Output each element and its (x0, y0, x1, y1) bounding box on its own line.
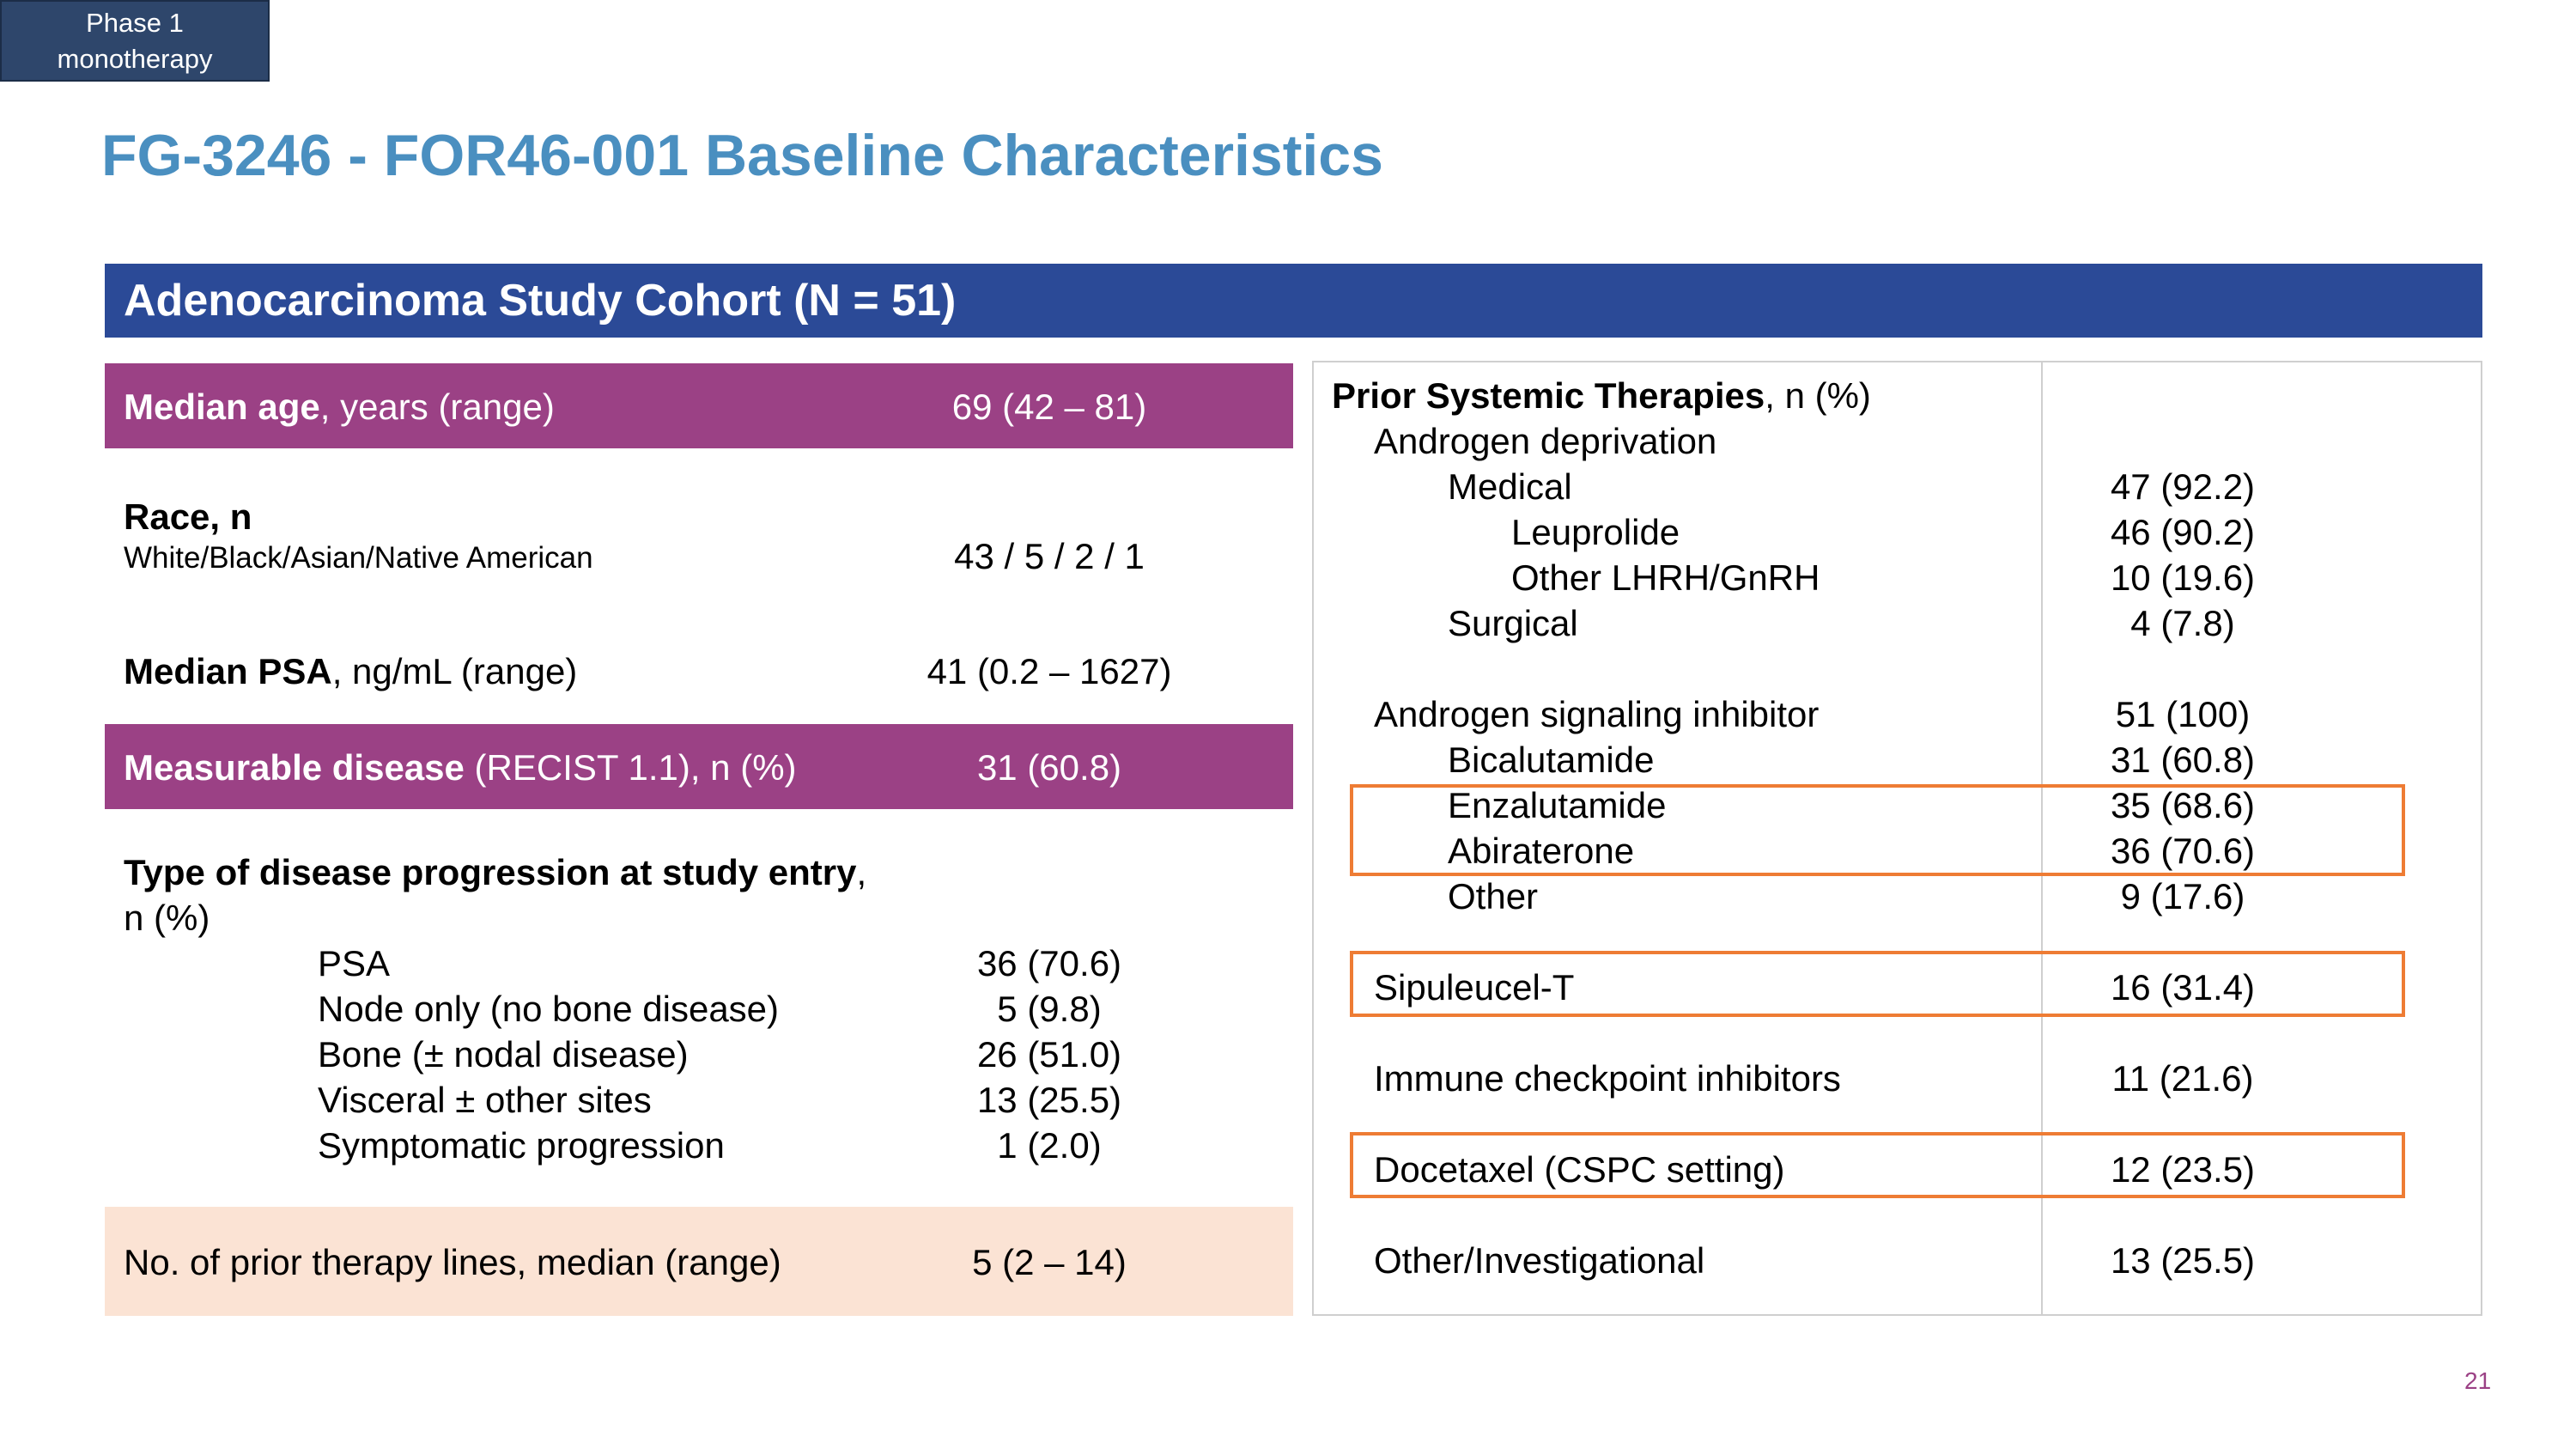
prior-lines-label: No. of prior therapy lines, median (rang… (124, 1242, 781, 1282)
median-age-value: 69 (42 – 81) (951, 387, 1147, 427)
prior-therapies-header: Prior Systemic Therapies, n (%) (1332, 375, 1871, 416)
therapy-value: 47 (92.2) (2110, 466, 2256, 507)
prior-lines-value: 5 (2 – 14) (972, 1242, 1127, 1282)
phase-tag-line-1: Phase 1 (86, 7, 184, 38)
progression-section: Type of disease progression at study ent… (105, 846, 1293, 1172)
prior-therapies-table (1312, 361, 2482, 1316)
therapy-label: Androgen signaling inhibitor (1374, 694, 1820, 734)
therapy-value: 11 (21.6) (2111, 1058, 2254, 1099)
highlight-box-enzalutamide-abiraterone (1350, 784, 2405, 876)
progression-item-value: 13 (25.5) (976, 1080, 1122, 1120)
slide-title: FG-3246 - FOR46-001 Baseline Characteris… (101, 123, 1383, 188)
median-psa-row: Median PSA, ng/mL (range) 41 (0.2 – 1627… (105, 648, 1293, 700)
progression-item-label: Bone (± nodal disease) (318, 1034, 689, 1075)
therapy-value: 51 (100) (2115, 694, 2251, 734)
progression-item-label: Node only (no bone disease) (318, 989, 780, 1029)
therapy-value: 46 (90.2) (2110, 512, 2256, 552)
progression-item-value: 36 (70.6) (976, 943, 1122, 983)
progression-item-label: Visceral ± other sites (318, 1080, 652, 1120)
therapy-label: Sipuleucel-T (1374, 967, 1575, 1008)
median-age-row: Median age, years (range) 69 (42 – 81) (105, 363, 1293, 448)
progression-label-line2: n (%) (124, 898, 210, 938)
therapy-label: Other (1448, 876, 1539, 916)
median-psa-label: Median PSA, ng/mL (range) (124, 651, 578, 691)
therapy-label: Immune checkpoint inhibitors (1374, 1058, 1841, 1099)
therapy-label: Other LHRH/GnRH (1511, 557, 1820, 598)
therapy-label: Medical (1448, 466, 1572, 507)
therapy-label: Other/Investigational (1374, 1240, 1705, 1281)
therapy-label: Enzalutamide (1448, 785, 1667, 825)
therapy-value: 4 (7.8) (2130, 603, 2235, 643)
median-age-label: Median age, years (range) (124, 387, 555, 427)
progression-item-value: 5 (9.8) (997, 989, 1102, 1029)
therapy-value: 31 (60.8) (2110, 740, 2256, 780)
therapy-label: Bicalutamide (1448, 740, 1655, 780)
highlight-box-sipuleucel (1350, 951, 2405, 1017)
therapy-value: 13 (25.5) (2110, 1240, 2256, 1281)
progression-label: Type of disease progression at study ent… (124, 852, 867, 892)
column-divider (2041, 362, 2043, 1314)
race-row: Race, n White/Black/Asian/Native America… (105, 481, 1293, 584)
progression-item-label: Symptomatic progression (318, 1125, 725, 1166)
therapy-label: Androgen deprivation (1374, 421, 1717, 461)
progression-item-label: PSA (318, 943, 391, 983)
median-psa-value: 41 (0.2 – 1627) (927, 651, 1172, 691)
race-value: 43 / 5 / 2 / 1 (954, 536, 1145, 576)
measurable-disease-value: 31 (60.8) (976, 747, 1122, 788)
therapy-label: Docetaxel (CSPC setting) (1374, 1149, 1785, 1190)
therapy-value: 36 (70.6) (2110, 831, 2256, 871)
phase-tag-line-2: monotherapy (57, 43, 213, 74)
therapy-value: 12 (23.5) (2110, 1149, 2256, 1190)
race-sublabel: White/Black/Asian/Native American (124, 541, 593, 575)
therapy-value: 9 (17.6) (2120, 876, 2245, 916)
highlight-box-docetaxel (1350, 1132, 2405, 1198)
therapy-label: Leuprolide (1511, 512, 1680, 552)
therapy-value: 35 (68.6) (2110, 785, 2256, 825)
therapy-value: 16 (31.4) (2110, 967, 2256, 1008)
therapy-label: Surgical (1448, 603, 1578, 643)
progression-item-value: 1 (2.0) (997, 1125, 1102, 1166)
therapy-label: Abiraterone (1448, 831, 1635, 871)
phase-tag: Phase 1 monotherapy (0, 0, 270, 82)
measurable-disease-label: Measurable disease (RECIST 1.1), n (%) (124, 747, 797, 788)
prior-lines-row: No. of prior therapy lines, median (rang… (105, 1207, 1293, 1316)
cohort-header: Adenocarcinoma Study Cohort (N = 51) (105, 264, 2482, 338)
race-label: Race, n (124, 496, 252, 537)
therapy-value: 10 (19.6) (2110, 557, 2256, 598)
measurable-disease-row: Measurable disease (RECIST 1.1), n (%) 3… (105, 724, 1293, 809)
progression-item-value: 26 (51.0) (976, 1034, 1122, 1075)
page-number: 21 (2464, 1367, 2492, 1394)
